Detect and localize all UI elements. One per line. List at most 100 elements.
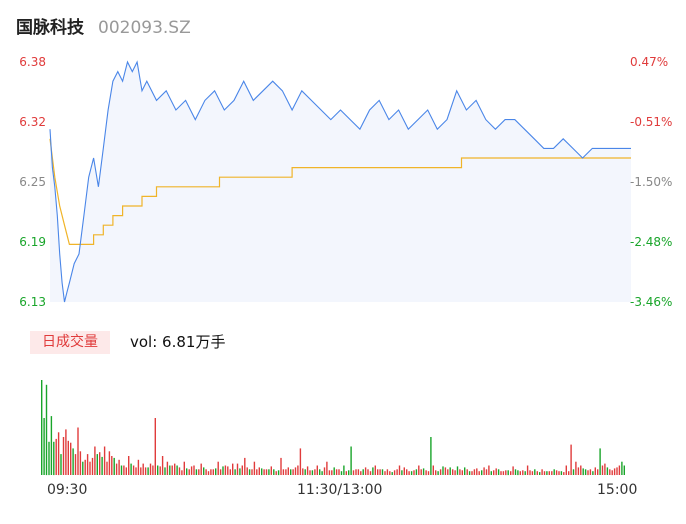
volume-bar [495, 468, 497, 476]
volume-bar [560, 471, 563, 475]
volume-bar [169, 465, 171, 475]
daily-volume-tab[interactable]: 日成交量 [30, 331, 110, 354]
volume-bar [398, 465, 401, 475]
volume-bar [79, 451, 82, 476]
volume-bar [580, 465, 582, 475]
y-tick-left: 6.13 [19, 295, 46, 309]
volume-bar [198, 469, 200, 475]
volume-bar [186, 468, 188, 476]
volume-bar [493, 470, 495, 476]
price-area-fill [50, 62, 631, 302]
volume-bar [57, 432, 60, 476]
volume-bar [70, 442, 72, 475]
volume-bar [280, 457, 282, 475]
volume-bar [309, 470, 311, 476]
volume-bar [41, 380, 43, 475]
volume-bar [67, 440, 69, 475]
volume-bar [364, 467, 367, 475]
volume-bar [616, 467, 618, 475]
volume-bar [343, 465, 345, 475]
volume-bar [195, 469, 198, 475]
volume-bar [84, 459, 86, 475]
volume-readout: vol: 6.81万手 [130, 333, 226, 351]
volume-bar [393, 470, 396, 476]
volume-bar [459, 469, 461, 475]
volume-bar [396, 469, 398, 475]
volume-bar [536, 471, 538, 475]
volume-bar [452, 469, 454, 475]
volume-bar [290, 469, 292, 475]
volume-bar [577, 467, 580, 475]
volume-bar [456, 466, 459, 475]
volume-bar [292, 469, 294, 475]
volume-bar [323, 467, 326, 475]
volume-bar [89, 461, 91, 475]
volume-bar [539, 472, 541, 475]
volume-bar [485, 469, 488, 475]
volume-bar [570, 444, 572, 475]
y-tick-left: 6.19 [19, 235, 46, 249]
volume-bar [277, 470, 280, 476]
volume-bar [103, 446, 106, 475]
volume-bar [188, 469, 190, 475]
volume-bar [265, 469, 268, 475]
volume-bar [215, 468, 217, 476]
volume-bar [572, 469, 575, 475]
volume-bar [101, 456, 103, 475]
volume-bar [212, 469, 214, 475]
volume-bar [183, 461, 185, 475]
volume-bar [592, 471, 594, 475]
volume-bar [352, 470, 355, 476]
volume-bar [534, 469, 536, 475]
volume-bar [587, 470, 589, 476]
y-tick-right: -0.51% [630, 115, 673, 129]
price-line [49, 60, 631, 303]
price-line-layer [49, 60, 631, 303]
volume-bar [241, 465, 243, 475]
volume-bar [502, 471, 505, 475]
volume-bar [268, 469, 270, 475]
volume-bar [621, 461, 623, 475]
volume-bar [62, 437, 65, 475]
volume-bar [606, 467, 609, 475]
volume-bar [224, 465, 227, 475]
volume-bar [386, 469, 389, 475]
volume-bar [115, 463, 118, 475]
volume-bar [548, 471, 550, 475]
volume-bar [96, 454, 98, 475]
volume-bar [244, 457, 246, 475]
volume-bar [427, 471, 430, 475]
volume-bar [476, 468, 478, 476]
volume-bar [246, 467, 248, 475]
volume-bar [575, 461, 577, 475]
volume-bar [529, 470, 531, 476]
volume-bar [331, 470, 333, 476]
volume-bar [270, 466, 272, 475]
y-tick-right: 0.47% [630, 55, 669, 69]
volume-bar [113, 457, 115, 475]
volume-bar [360, 471, 362, 475]
volume-bar [410, 471, 413, 475]
volume-bar [285, 469, 287, 475]
volume-bar [297, 465, 299, 475]
volume-bar [171, 465, 173, 475]
volume-bar [584, 469, 587, 475]
volume-bar [514, 469, 517, 475]
volume-bar [314, 469, 316, 475]
volume-bar [149, 463, 152, 475]
volume-bar [418, 465, 420, 475]
volume-bar [248, 469, 251, 475]
volume-bar [94, 446, 96, 475]
volume-bar [461, 470, 463, 476]
volume-bar [582, 468, 584, 476]
volume-bar [439, 469, 442, 475]
volume-bar [316, 465, 318, 475]
volume-bar [123, 465, 125, 475]
volume-bar [82, 461, 84, 475]
volume-bar [415, 469, 418, 475]
volume-bars-layer [41, 380, 625, 476]
volume-bar [589, 469, 592, 475]
volume-bar [319, 469, 321, 475]
volume-bar [517, 470, 519, 476]
